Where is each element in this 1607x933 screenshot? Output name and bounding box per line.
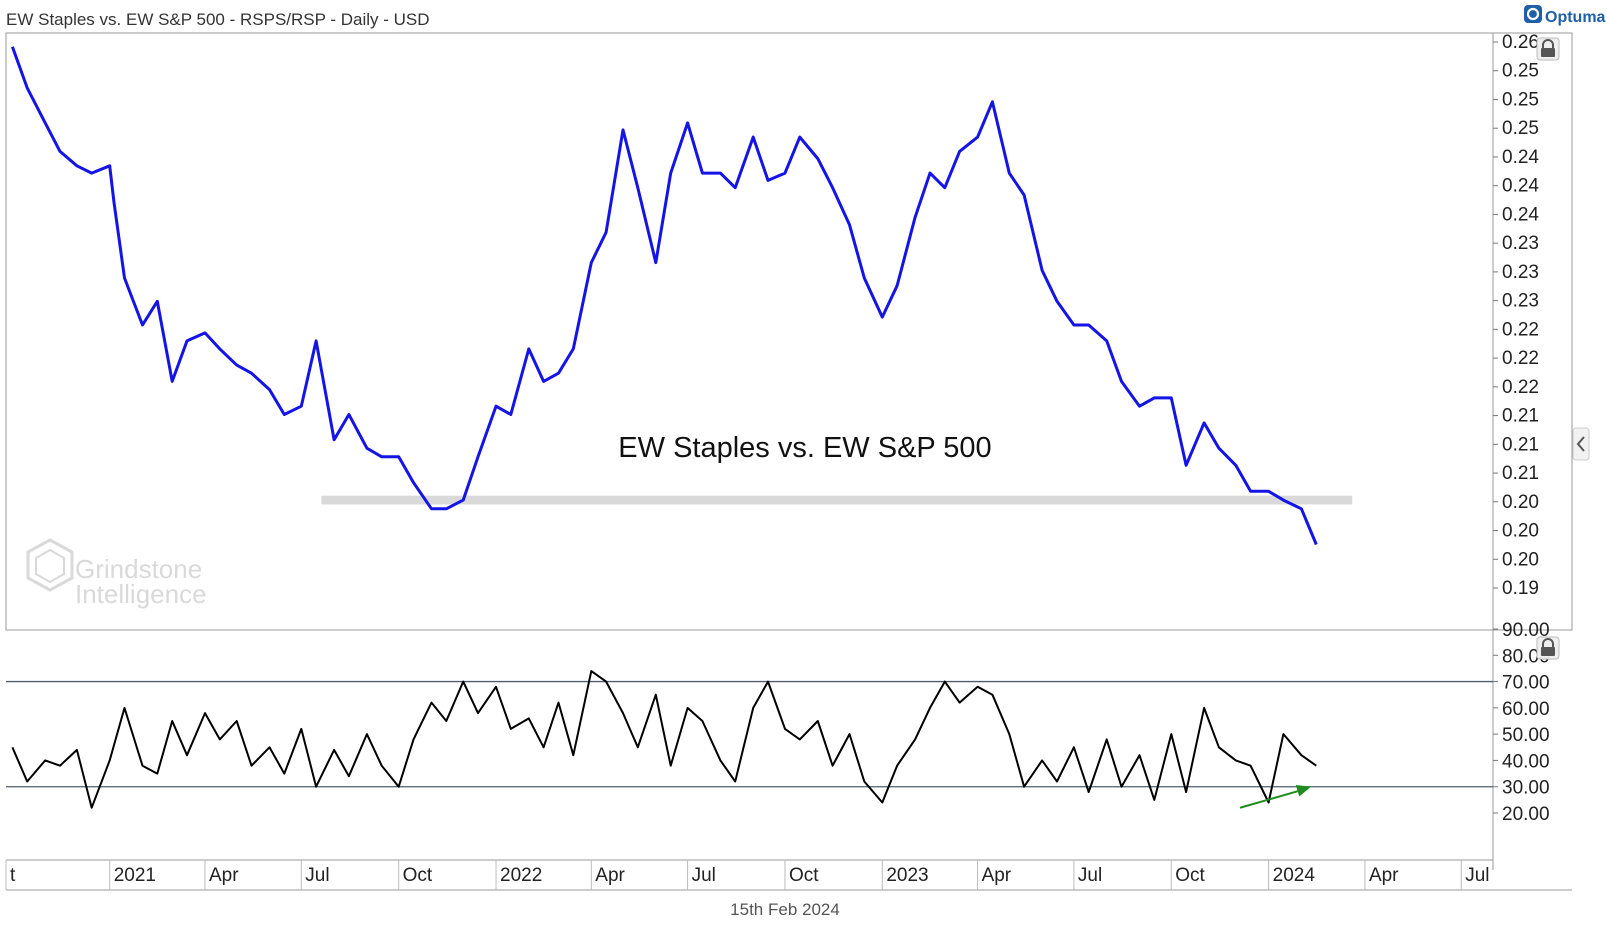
date-tick-label: Jul — [305, 865, 329, 886]
arrow-head-icon — [1295, 784, 1311, 797]
price-tick-label: 0.19 — [1502, 578, 1539, 599]
indicator-tick-label: 20.00 — [1502, 804, 1550, 825]
price-tick-label: 0.21 — [1502, 434, 1539, 455]
brand-label[interactable]: Optuma — [1545, 9, 1606, 26]
watermark-line2: Intelligence — [75, 579, 207, 609]
date-tick-label: Oct — [1175, 865, 1205, 886]
footer-date: 15th Feb 2024 — [730, 900, 840, 919]
price-series-line — [10, 46, 1318, 546]
date-tick-label: Apr — [209, 865, 239, 886]
indicator-tick-label: 70.00 — [1502, 673, 1550, 694]
indicator-tick-label: 90.00 — [1502, 620, 1550, 641]
price-tick-label: 0.26 — [1502, 32, 1539, 53]
indicator-series-line — [11, 670, 1317, 809]
price-tick-label: 0.20 — [1502, 492, 1539, 513]
date-tick-label: Apr — [982, 865, 1012, 886]
price-tick-label: 0.22 — [1502, 348, 1539, 369]
price-panel — [10, 46, 1353, 546]
date-tick-label: 2021 — [114, 865, 156, 886]
chevron-left-icon[interactable] — [1572, 427, 1590, 461]
date-tick-label: 2023 — [886, 865, 928, 886]
price-tick-label: 0.22 — [1502, 319, 1539, 340]
price-tick-label: 0.23 — [1502, 291, 1539, 312]
price-tick-label: 0.21 — [1502, 406, 1539, 427]
watermark-line1: Grindstone — [75, 554, 202, 584]
date-tick-label: 2022 — [500, 865, 542, 886]
date-tick-label: Apr — [595, 865, 625, 886]
date-tick-label: 2024 — [1273, 865, 1316, 886]
price-tick-label: 0.22 — [1502, 377, 1539, 398]
indicator-tick-label: 30.00 — [1502, 778, 1550, 799]
indicator-tick-label: 50.00 — [1502, 725, 1550, 746]
price-tick-label: 0.23 — [1502, 262, 1539, 283]
price-panel-frame — [5, 32, 1573, 631]
divergence-arrow — [1239, 788, 1304, 809]
lock-icon[interactable] — [1536, 636, 1560, 660]
price-tick-label: 0.23 — [1502, 233, 1539, 254]
indicator-tick-label: 40.00 — [1502, 751, 1550, 772]
price-tick-label: 0.25 — [1502, 89, 1539, 110]
price-tick-label: 0.24 — [1502, 204, 1539, 225]
chart-title: EW Staples vs. EW S&P 500 — [618, 432, 991, 464]
lock-icon[interactable] — [1536, 37, 1560, 61]
date-tick-label: Oct — [789, 865, 819, 886]
date-tick-label: Jul — [1078, 865, 1102, 886]
watermark-logo-inner-icon — [35, 548, 65, 584]
price-tick-label: 0.24 — [1502, 176, 1539, 197]
price-tick-label: 0.25 — [1502, 61, 1539, 82]
date-tick-label: Apr — [1369, 865, 1399, 886]
indicator-tick-label: 60.00 — [1502, 699, 1550, 720]
support-band — [321, 495, 1353, 505]
price-tick-label: 0.24 — [1502, 147, 1539, 168]
price-axis: 0.26 0.25 0.25 0.25 0.24 0.24 0.24 0.23 0.23 0.23… — [1493, 32, 1539, 599]
date-tick-label: t — [10, 865, 16, 886]
watermark: Grindstone Intelligence — [26, 538, 207, 609]
price-tick-label: 0.21 — [1502, 463, 1539, 484]
chart-header-title: EW Staples vs. EW S&P 500 - RSPS/RSP - D… — [6, 10, 430, 29]
price-tick-label: 0.25 — [1502, 118, 1539, 139]
indicator-panel — [6, 670, 1493, 809]
price-tick-label: 0.20 — [1502, 521, 1539, 542]
optuma-logo-icon[interactable] — [1524, 5, 1542, 23]
date-tick-label: Jul — [692, 865, 716, 886]
watermark-logo-icon — [26, 538, 74, 592]
date-axis: t 2021 Apr Jul Oct 2022 Apr Jul Oct 2023 Apr Jul Oct… — [5, 860, 1490, 890]
price-tick-label: 0.20 — [1502, 549, 1539, 570]
date-tick-label: Jul — [1465, 865, 1489, 886]
date-tick-label: Oct — [403, 865, 433, 886]
